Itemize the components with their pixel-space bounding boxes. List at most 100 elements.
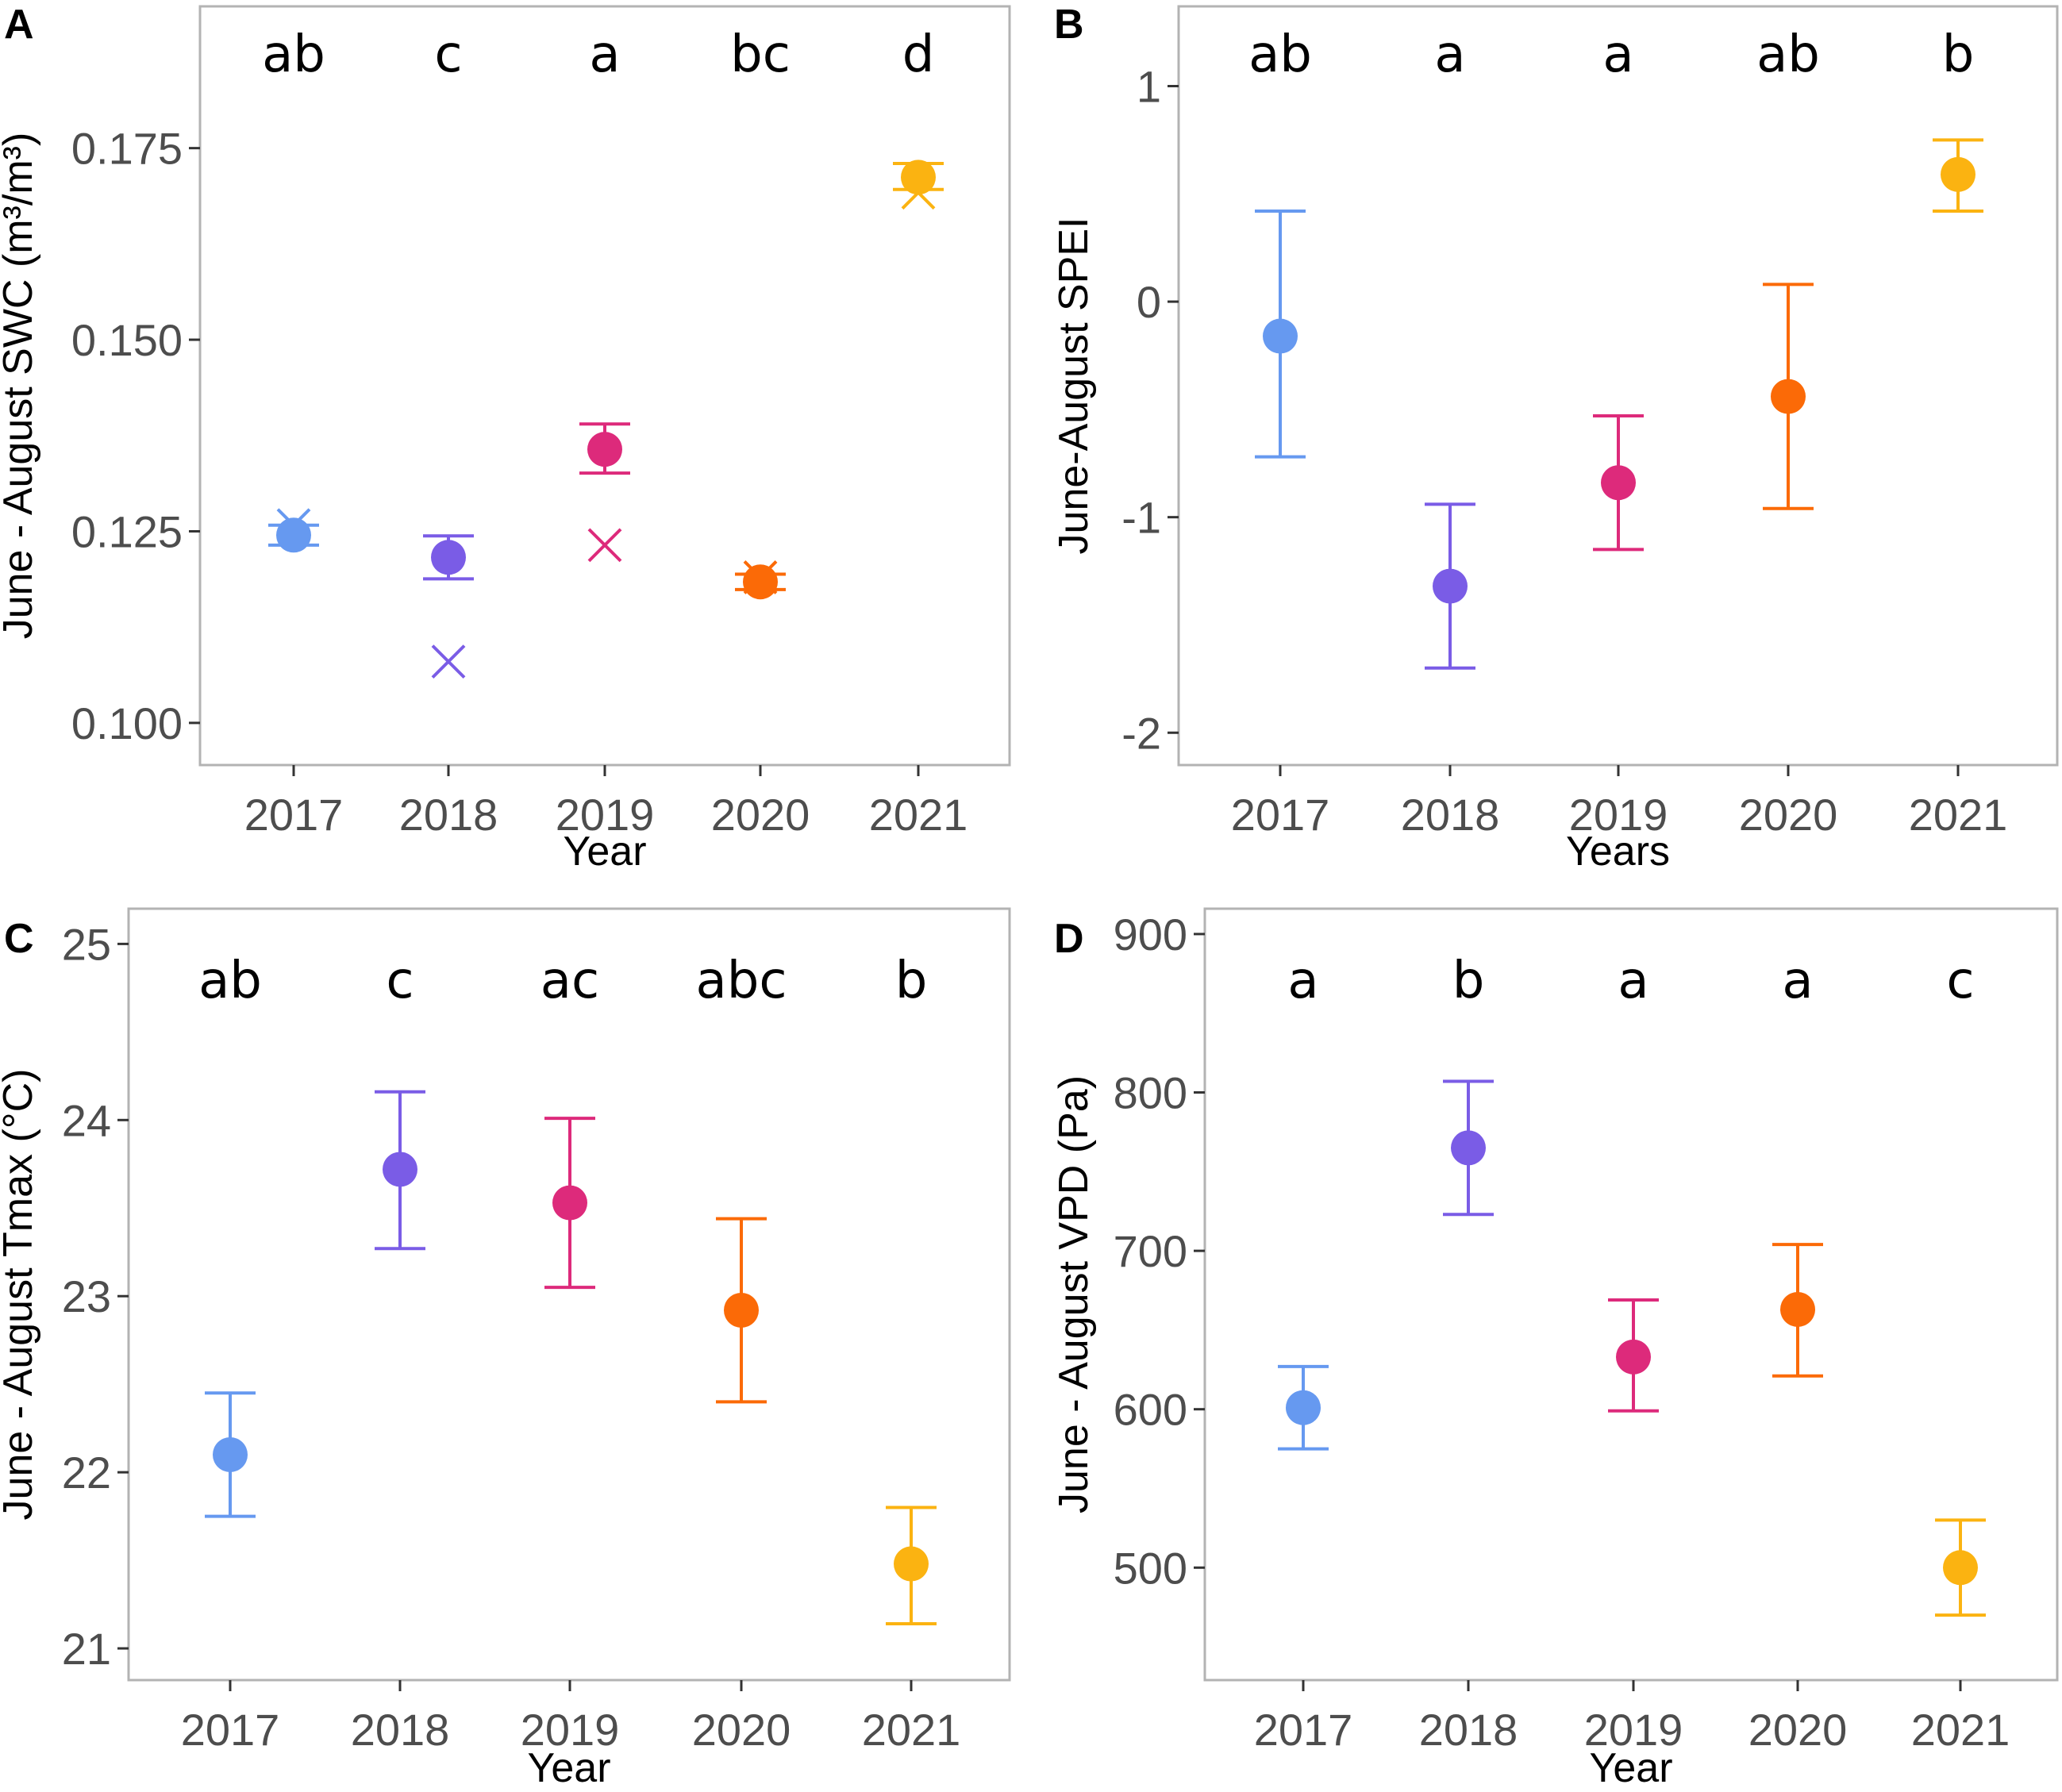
cross-marker <box>431 644 466 679</box>
x-tick-label: 2018 <box>399 790 498 840</box>
panel-b: -2 -1 0 1 2017 2018 2019 2020 2021 Years June-Augu… <box>1051 2 2059 875</box>
significance-letter: bc <box>730 25 791 84</box>
mean-point <box>1263 318 1298 354</box>
x-tick-label: 2017 <box>1231 790 1330 840</box>
y-tick-label: 600 <box>1114 1385 1187 1435</box>
significance-letter: c <box>434 25 462 84</box>
significance-letter: ab <box>1248 25 1312 84</box>
y-tick-label: 22 <box>62 1448 111 1498</box>
cross-marker <box>587 528 622 563</box>
mean-point <box>901 160 936 195</box>
mean-point <box>1771 379 1806 414</box>
y-tick-label: 500 <box>1114 1543 1187 1593</box>
panel-tag: B <box>1054 2 1084 48</box>
mean-point <box>1601 465 1636 501</box>
significance-letter: d <box>902 25 935 84</box>
mean-point <box>1941 156 1975 192</box>
y-tick-label: 800 <box>1114 1068 1187 1118</box>
y-tick-label: 21 <box>62 1624 111 1674</box>
plot-frame <box>1203 907 2059 1682</box>
x-tick-label: 2019 <box>521 1705 620 1755</box>
y-axis-title: June - August SWC (m³/m³) <box>0 133 41 640</box>
mean-point <box>724 1292 759 1328</box>
significance-letter: b <box>895 952 928 1010</box>
y-tick-label: 0.175 <box>71 124 183 174</box>
panel-c: 21 22 23 24 25 2017 2018 2019 2020 2021 Year June -… <box>0 907 1011 1791</box>
y-tick-label: 0.150 <box>71 315 183 365</box>
significance-letter: ac <box>541 952 599 1010</box>
x-tick-label: 2021 <box>869 790 968 840</box>
significance-letter: a <box>1434 25 1465 84</box>
x-tick-label: 2019 <box>556 790 655 840</box>
x-tick-label: 2020 <box>692 1705 791 1755</box>
x-tick-label: 2021 <box>1909 790 2008 840</box>
y-tick-label: 900 <box>1114 909 1187 959</box>
plot-frame <box>1177 5 2059 767</box>
y-tick-label: 700 <box>1114 1226 1187 1276</box>
x-axis-title: Years <box>1566 829 1670 875</box>
x-tick-label: 2021 <box>862 1705 961 1755</box>
x-tick-label: 2017 <box>181 1705 280 1755</box>
significance-letter: ab <box>198 952 262 1010</box>
significance-letter: b <box>1452 952 1485 1010</box>
significance-letter: ab <box>1756 25 1820 84</box>
mean-point <box>431 540 466 575</box>
y-tick-label: 0.125 <box>71 506 183 556</box>
x-tick-label: 2018 <box>351 1705 450 1755</box>
y-tick-label: 25 <box>62 919 111 969</box>
y-tick-label: 0.100 <box>71 698 183 748</box>
x-axis-title: Year <box>1589 1745 1672 1791</box>
y-axis-title: June-August SPEI <box>1051 217 1097 555</box>
mean-point <box>1286 1390 1321 1425</box>
x-tick-label: 2020 <box>1739 790 1838 840</box>
plot-frame <box>127 907 1011 1682</box>
x-tick-label: 2021 <box>1911 1705 2010 1755</box>
x-tick-label: 2018 <box>1419 1705 1518 1755</box>
mean-point <box>1451 1130 1486 1166</box>
panel-a: 0.100 0.125 0.150 0.175 2017 2018 2019 2020 2021… <box>0 2 1011 875</box>
mean-point <box>587 432 622 467</box>
y-tick-label: 1 <box>1137 61 1161 111</box>
x-axis-title: Year <box>527 1745 610 1791</box>
significance-letter: abc <box>695 952 787 1010</box>
y-tick-label: -1 <box>1121 493 1161 543</box>
y-tick-label: 23 <box>62 1271 111 1321</box>
x-tick-label: 2020 <box>711 790 810 840</box>
mean-point <box>1616 1339 1651 1375</box>
x-tick-label: 2019 <box>1569 790 1668 840</box>
mean-point <box>276 517 311 553</box>
panel-tag: A <box>4 2 34 48</box>
y-tick-label: 0 <box>1137 277 1161 327</box>
mean-point <box>552 1185 587 1221</box>
significance-letter: ab <box>262 25 325 84</box>
x-tick-label: 2017 <box>244 790 344 840</box>
mean-point <box>383 1152 417 1187</box>
y-tick-label: 24 <box>62 1095 111 1145</box>
significance-letter: c <box>386 952 414 1010</box>
y-axis-title: June - August Tmax (°C) <box>0 1069 41 1521</box>
panel-d: 500 600 700 800 900 2017 2018 2019 2020 2021 Year J… <box>1051 907 2059 1791</box>
significance-letter: b <box>1942 25 1975 84</box>
x-tick-label: 2020 <box>1748 1705 1848 1755</box>
plot-frame <box>198 5 1011 767</box>
significance-letter: a <box>589 25 620 84</box>
x-axis-title: Year <box>563 829 646 875</box>
significance-letter: a <box>1618 952 1648 1010</box>
panel-tag: C <box>4 916 34 962</box>
mean-point <box>743 564 778 600</box>
mean-point <box>894 1546 929 1582</box>
significance-letter: a <box>1602 25 1633 84</box>
significance-letter: a <box>1782 952 1813 1010</box>
x-tick-label: 2018 <box>1401 790 1500 840</box>
x-tick-label: 2019 <box>1584 1705 1683 1755</box>
mean-point <box>1780 1291 1815 1327</box>
y-tick-label: -2 <box>1121 708 1161 758</box>
significance-letter: a <box>1287 952 1318 1010</box>
significance-letter: c <box>1946 952 1974 1010</box>
mean-point <box>213 1436 248 1472</box>
panel-tag: D <box>1054 916 1084 962</box>
mean-point <box>1433 568 1468 604</box>
x-tick-label: 2017 <box>1254 1705 1353 1755</box>
y-axis-title: June - August VPD (Pa) <box>1051 1075 1097 1513</box>
